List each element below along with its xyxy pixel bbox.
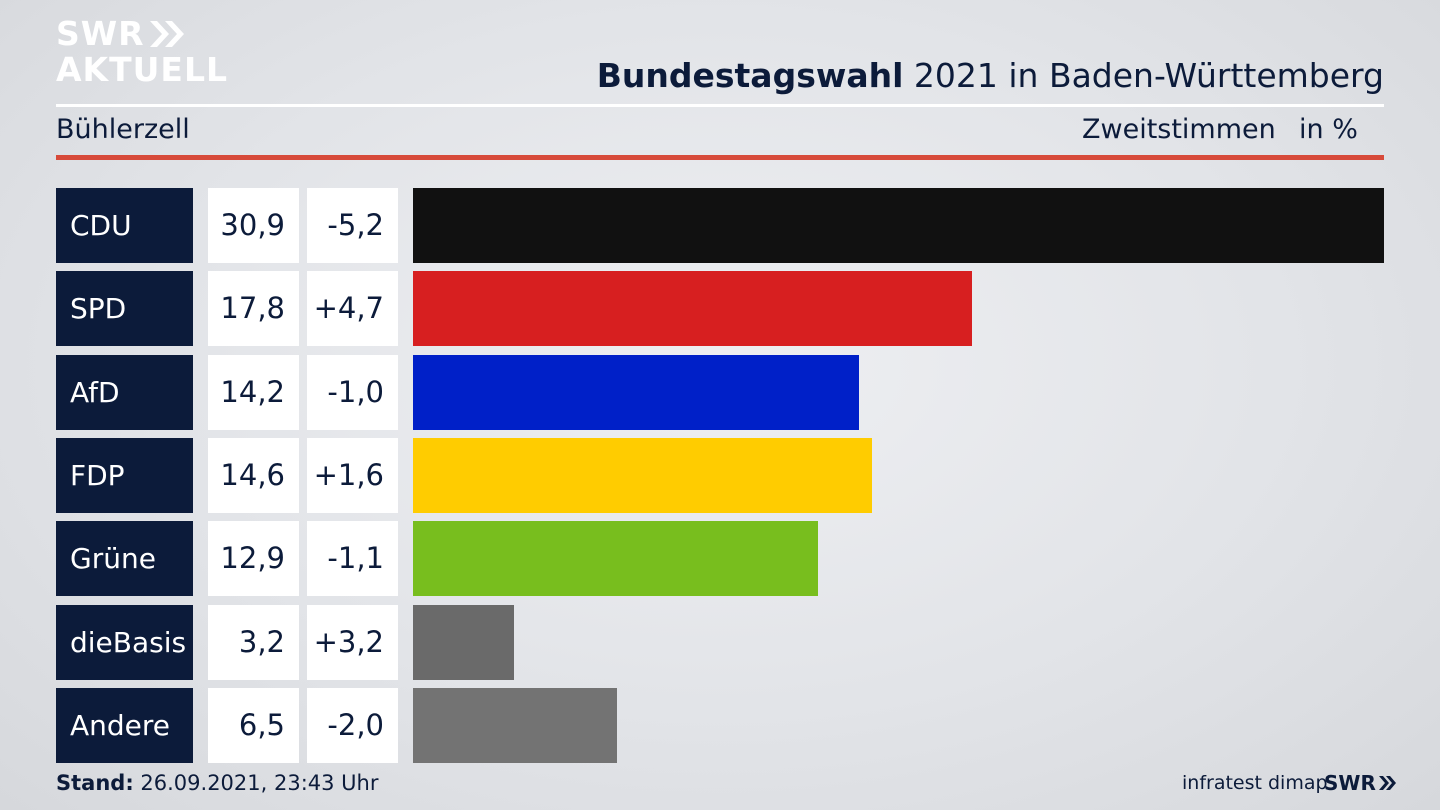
source-label: infratest dimap <box>1182 772 1328 794</box>
header-divider <box>56 104 1384 107</box>
vote-share-value: 12,9 <box>208 521 299 596</box>
party-label: SPD <box>56 271 193 346</box>
vote-share-value: 14,6 <box>208 438 299 513</box>
vote-change-value: -1,0 <box>307 355 398 430</box>
chart-title: Bundestagswahl 2021 in Baden-Württemberg <box>597 56 1384 95</box>
timestamp-label: Stand: <box>56 771 134 795</box>
bar-row: AfD 14,2 -1,0 <box>0 355 1440 430</box>
vote-change-value: -2,0 <box>307 688 398 763</box>
timestamp-value: 26.09.2021, 23:43 Uhr <box>133 771 379 795</box>
party-label: Andere <box>56 688 193 763</box>
vote-change-value: -5,2 <box>307 188 398 263</box>
vote-share-value: 14,2 <box>208 355 299 430</box>
vote-share-bar <box>413 438 872 513</box>
bar-row: Grüne 12,9 -1,1 <box>0 521 1440 596</box>
bar-row: CDU 30,9 -5,2 <box>0 188 1440 263</box>
swr-footer-logo: SWR <box>1324 771 1398 795</box>
vote-share-value: 6,5 <box>208 688 299 763</box>
party-label: FDP <box>56 438 193 513</box>
footer-logo-text: SWR <box>1324 771 1376 795</box>
vote-share-bar <box>413 605 514 680</box>
vote-share-value: 3,2 <box>208 605 299 680</box>
vote-share-value: 30,9 <box>208 188 299 263</box>
vote-share-bar <box>413 688 617 763</box>
bar-row: dieBasis 3,2 +3,2 <box>0 605 1440 680</box>
vote-change-value: -1,1 <box>307 521 398 596</box>
bar-row: Andere 6,5 -2,0 <box>0 688 1440 763</box>
region-label: Bühlerzell <box>56 114 190 145</box>
accent-divider <box>56 155 1384 160</box>
vote-share-bar <box>413 188 1384 263</box>
party-label: AfD <box>56 355 193 430</box>
vote-change-value: +3,2 <box>307 605 398 680</box>
logo-swr-text: SWR <box>56 14 145 53</box>
vote-share-bar <box>413 355 859 430</box>
vote-share-value: 17,8 <box>208 271 299 346</box>
party-label: Grüne <box>56 521 193 596</box>
swr-aktuell-logo: SWR AKTUELL <box>56 16 228 88</box>
vote-change-value: +4,7 <box>307 271 398 346</box>
logo-chevrons-icon <box>149 21 184 47</box>
vote-share-bar <box>413 271 972 346</box>
party-label: CDU <box>56 188 193 263</box>
footer-chevrons-icon <box>1378 776 1396 790</box>
chart-title-bold: Bundestagswahl <box>596 56 904 95</box>
logo-aktuell-text: AKTUELL <box>56 50 229 89</box>
vote-share-bar <box>413 521 818 596</box>
chart-title-rest: 2021 in Baden-Württemberg <box>903 56 1384 95</box>
vote-change-value: +1,6 <box>307 438 398 513</box>
timestamp: Stand: 26.09.2021, 23:43 Uhr <box>56 771 379 795</box>
metric-label: Zweitstimmen <box>1082 114 1276 145</box>
unit-label: in % <box>1299 114 1358 145</box>
bar-row: SPD 17,8 +4,7 <box>0 271 1440 346</box>
bar-row: FDP 14,6 +1,6 <box>0 438 1440 513</box>
party-label: dieBasis <box>56 605 193 680</box>
